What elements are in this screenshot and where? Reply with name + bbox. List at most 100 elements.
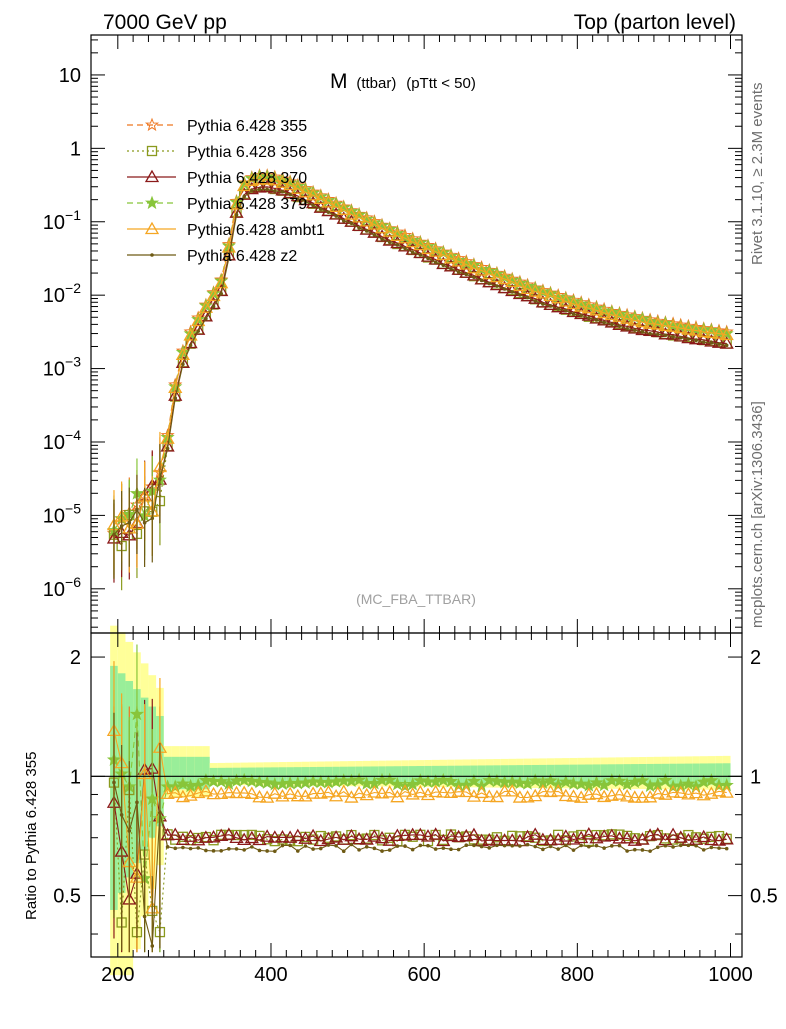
series-370-ratio-point bbox=[305, 828, 321, 842]
series-ambt1-point bbox=[328, 199, 344, 213]
ratio-y-tick-label: 2 bbox=[70, 647, 81, 669]
ratio-band-green bbox=[370, 766, 379, 783]
series-ambt1-ratio-point bbox=[382, 785, 397, 798]
series-370-ratio-point bbox=[390, 828, 405, 841]
header-left: 7000 GeV pp bbox=[103, 11, 227, 34]
series-ambt1-ratio-point bbox=[367, 785, 382, 798]
main-y-tick-label: 10−3 bbox=[43, 354, 81, 381]
ratio-band-green bbox=[676, 763, 685, 785]
legend: Pythia 6.428 355 Pythia 6.428 356 Pythia 6… bbox=[127, 117, 325, 265]
series-356-ratio-point bbox=[683, 829, 694, 841]
series-379-ratio-point bbox=[543, 773, 558, 787]
ratio-band-green bbox=[516, 765, 524, 784]
series-370-ratio-point bbox=[405, 827, 420, 841]
series-ambt1-point bbox=[252, 172, 267, 185]
series-370-ratio-point bbox=[443, 828, 459, 842]
series-370-point bbox=[206, 296, 221, 310]
series-370-ratio-point bbox=[244, 830, 259, 844]
series-ambt1-ratio-point bbox=[474, 785, 489, 799]
series-ambt1-ratio-point bbox=[344, 790, 359, 803]
series-370-ratio-point bbox=[168, 827, 183, 841]
series-370-ratio bbox=[106, 698, 734, 953]
ratio-band-green bbox=[263, 767, 271, 782]
series-ambt1-ratio-point bbox=[413, 784, 428, 798]
series-ambt1-ratio-point bbox=[612, 787, 627, 800]
ratio-band-green bbox=[562, 764, 570, 784]
series-ambt1-ratio-point bbox=[351, 785, 367, 799]
ratio-band-green bbox=[194, 756, 203, 790]
series-ambt1-point bbox=[183, 328, 198, 341]
ratio-band-green bbox=[179, 756, 187, 790]
ratio-band-green bbox=[408, 766, 417, 783]
series-ambt1-point bbox=[390, 228, 405, 242]
series-ambt1-main bbox=[106, 172, 734, 573]
ratio-band-green bbox=[324, 766, 333, 783]
series-379-ratio-point bbox=[175, 776, 190, 790]
ratio-band-green bbox=[584, 764, 593, 784]
series-ambt1-point bbox=[466, 260, 482, 274]
ratio-band-green bbox=[653, 763, 662, 785]
series-370-ratio-point bbox=[535, 832, 550, 845]
ratio-band-green bbox=[669, 763, 677, 785]
legend-marker bbox=[150, 253, 154, 257]
rivet-label: Rivet 3.1.10, ≥ 2.3M events bbox=[749, 83, 766, 266]
series-370-ratio-point bbox=[558, 829, 573, 842]
ratio-band-green bbox=[577, 764, 585, 784]
series-ambt1-ratio-point bbox=[459, 784, 474, 798]
ratio-band-green bbox=[646, 763, 654, 785]
main-y-tick-label: 1 bbox=[70, 138, 81, 160]
ratio-y-tick-label-right: 1 bbox=[750, 766, 761, 788]
series-ambt1-ratio-point bbox=[535, 784, 550, 797]
mcplots-label: mcplots.cern.ch [arXiv:1306.3436] bbox=[749, 401, 766, 628]
series-370-point bbox=[260, 179, 275, 192]
series-370-ratio-point bbox=[719, 831, 734, 845]
ratio-band-green bbox=[477, 765, 486, 784]
ratio-band-green bbox=[508, 765, 517, 784]
series-ambt1-ratio-point bbox=[505, 784, 520, 797]
series-ambt1-ratio-point bbox=[275, 789, 290, 802]
series-ambt1-point bbox=[160, 431, 175, 444]
series-ambt1-ratio-point bbox=[237, 785, 252, 799]
legend-label: Pythia 6.428 356 bbox=[187, 144, 307, 161]
ratio-y-tick-label-right: 2 bbox=[750, 647, 761, 669]
series-370-point bbox=[665, 327, 681, 340]
series-ambt1-point bbox=[191, 313, 206, 327]
series-ambt1-ratio-point bbox=[497, 784, 512, 797]
series-370-ratio-point bbox=[198, 830, 214, 843]
series-370-ratio-point bbox=[275, 829, 290, 843]
plot-title: M (ttbar) (pTtt < 50) bbox=[330, 70, 476, 93]
series-379-ratio-point bbox=[466, 773, 481, 788]
ratio-band-green bbox=[424, 765, 432, 783]
ratio-band-green bbox=[569, 764, 578, 784]
series-z2-ratio-point bbox=[112, 780, 116, 785]
series-ambt1-point bbox=[206, 288, 221, 302]
series-ambt1-ratio-line bbox=[113, 730, 727, 909]
series-379-ratio-point bbox=[589, 775, 604, 789]
ratio-band-green bbox=[539, 764, 547, 784]
ratio-y-tick-label: 0.5 bbox=[53, 886, 81, 908]
series-ambt1-ratio-point bbox=[321, 785, 336, 798]
analysis-watermark: (MC_FBA_TTBAR) bbox=[356, 591, 476, 607]
series-ambt1-ratio-point bbox=[168, 785, 183, 798]
series-ambt1-ratio-point bbox=[665, 785, 681, 798]
ratio-frame bbox=[90, 632, 743, 958]
series-379-ratio-point bbox=[382, 772, 397, 787]
legend-marker bbox=[144, 221, 160, 235]
ratio-band-green bbox=[171, 756, 180, 790]
series-370-ratio-point bbox=[466, 827, 482, 841]
x-tick-label: 200 bbox=[101, 964, 134, 986]
series-ambt1-point bbox=[198, 300, 214, 313]
ratio-band-green bbox=[554, 764, 563, 784]
series-ambt1-ratio-point bbox=[635, 790, 650, 803]
ratio-band-green bbox=[393, 766, 402, 783]
series-ambt1-ratio-point bbox=[336, 784, 351, 797]
ratio-band-green bbox=[630, 764, 639, 785]
main-y-tick-label: 10−5 bbox=[43, 500, 81, 527]
series-370-ratio-point bbox=[413, 827, 428, 841]
plot-title-main: M bbox=[330, 70, 348, 93]
series-370-ratio-point bbox=[290, 828, 305, 842]
series-ambt1-ratio-point bbox=[451, 784, 466, 797]
series-370-line bbox=[113, 186, 727, 539]
series-ambt1-point bbox=[290, 181, 305, 194]
